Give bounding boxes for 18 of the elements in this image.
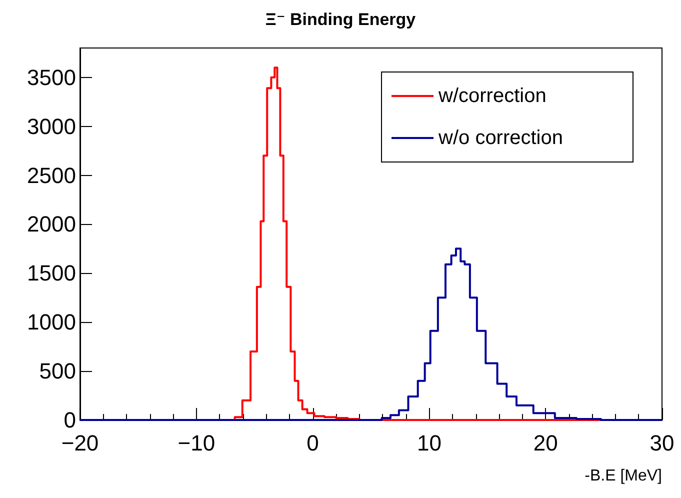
y-tick-label: 500 <box>39 358 76 384</box>
x-tick-label: 0 <box>306 430 319 456</box>
x-tick-label: −20 <box>61 430 99 456</box>
x-tick-label: −10 <box>178 430 216 456</box>
x-tick-label: 20 <box>533 430 558 456</box>
y-tick-label: 2000 <box>27 212 76 237</box>
legend-label: w/correction <box>438 85 546 107</box>
y-tick-label: 1500 <box>27 260 76 286</box>
y-tick-label: 3000 <box>27 114 76 139</box>
x-tick-label: 30 <box>650 430 674 456</box>
y-tick-label: 2500 <box>27 162 76 188</box>
x-axis-title: -B.E [MeV] <box>584 468 662 484</box>
y-tick-label: 3500 <box>27 64 76 90</box>
y-tick-label: 1000 <box>27 310 76 335</box>
legend-label: w/o correction <box>438 127 564 149</box>
x-tick-label: 10 <box>416 430 442 456</box>
y-tick-label: 0 <box>64 408 76 432</box>
chart-title: Ξ⁻ Binding Energy <box>265 10 416 29</box>
